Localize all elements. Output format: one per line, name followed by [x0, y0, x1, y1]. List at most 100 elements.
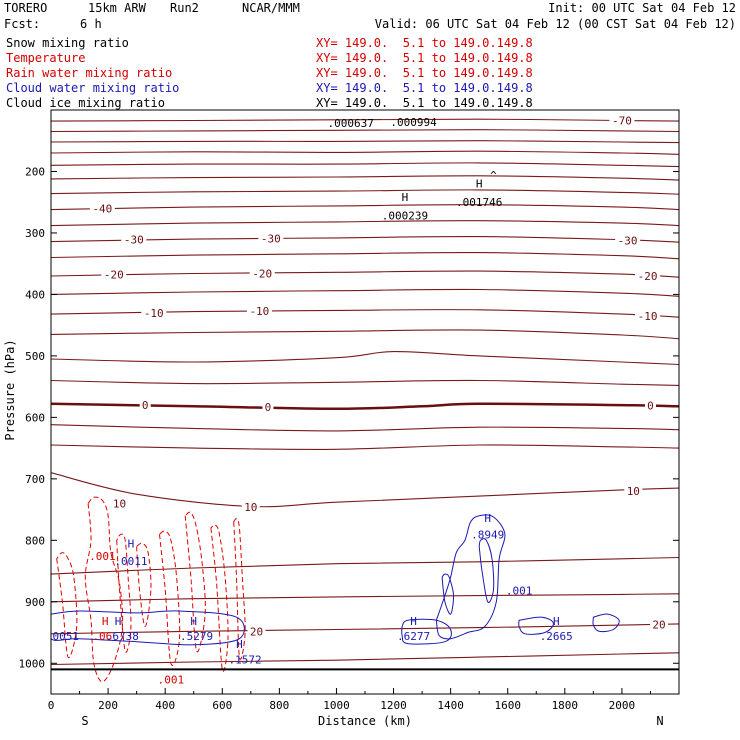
isotherm-label: -70 — [612, 114, 632, 127]
isotherm-line — [51, 270, 679, 278]
isotherm-line — [51, 623, 679, 635]
isotherm-label-bg — [635, 308, 661, 322]
isotherm-line — [51, 150, 679, 155]
isotherm-label: 10 — [627, 485, 640, 498]
cloud-water-contour — [478, 538, 495, 603]
x-tick-label: 1800 — [552, 699, 579, 712]
isotherm-label-bg — [249, 266, 275, 280]
x-tick-label: 0 — [48, 699, 55, 712]
y-tick-label: 700 — [25, 473, 45, 486]
isotherm-line — [51, 593, 679, 603]
isotherm-label-bg — [615, 233, 641, 247]
x-tick-label: 400 — [155, 699, 175, 712]
x-tick-label: 200 — [98, 699, 118, 712]
maximum-marker: H — [190, 615, 197, 628]
isotherm-label-bg — [262, 399, 274, 413]
cloud-water-contour — [518, 616, 554, 635]
contour-value-label: .001 — [506, 584, 533, 597]
x-tick-label: 1200 — [380, 699, 407, 712]
forecast-hour: 6 h — [80, 17, 102, 31]
isotherm-line — [51, 379, 679, 386]
isotherm-label-bg — [635, 268, 661, 282]
isotherm-line — [51, 351, 679, 366]
y-tick-label: 500 — [25, 350, 45, 363]
isotherm-line — [51, 140, 679, 144]
rain-contour — [56, 552, 78, 659]
isotherm-label: 0 — [142, 399, 149, 412]
isotherm-label-bg — [121, 232, 147, 246]
x-tick-label: 800 — [269, 699, 289, 712]
rain-contour — [233, 518, 246, 660]
y-tick-label: 900 — [25, 596, 45, 609]
y-tick-label: 200 — [25, 165, 45, 178]
isotherm-line — [51, 309, 679, 318]
run-label: Run2 — [170, 1, 199, 15]
isotherm-line — [51, 444, 679, 450]
x-tick-label: 600 — [212, 699, 232, 712]
x-tick-label: 1400 — [437, 699, 464, 712]
contour-value-label: .001746 — [456, 196, 502, 209]
isotherm-line — [51, 189, 679, 195]
isotherm-label-bg — [644, 398, 656, 412]
isotherm-label-bg — [139, 398, 151, 412]
maximum-marker: H — [128, 538, 135, 551]
x-tick-label: 1600 — [494, 699, 521, 712]
isotherm-line — [51, 472, 679, 508]
isotherm-line — [51, 204, 679, 211]
isotherm-line — [51, 288, 679, 297]
legend-temperature-xy: XY= 149.0. 5.1 to 149.0.149.8 — [316, 51, 533, 65]
legend-rain-xy: XY= 149.0. 5.1 to 149.0.149.8 — [316, 66, 533, 80]
isotherm-line — [51, 162, 679, 168]
contour-value-label: .06 — [92, 630, 112, 643]
legend-cloud-ice-xy: XY= 149.0. 5.1 to 149.0.149.8 — [316, 96, 533, 110]
maximum-marker: H — [553, 615, 560, 628]
legend-cloud-water-xy: XY= 149.0. 5.1 to 149.0.149.8 — [316, 81, 533, 95]
isotherm-label-bg — [89, 201, 115, 215]
contour-value-label: .000994 — [390, 116, 437, 129]
isotherm-label-bg — [624, 484, 643, 498]
legend-cloud-ice-name: Cloud ice mixing ratio — [6, 96, 165, 110]
x-axis-title: Distance (km) — [318, 714, 412, 728]
isotherm-label: -20 — [104, 269, 124, 282]
valid-time: Valid: 06 UTC Sat 04 Feb 12 (00 CST Sat … — [374, 17, 736, 31]
center-label: NCAR/MMM — [242, 1, 300, 15]
isotherm-label: -20 — [252, 268, 272, 281]
maximum-marker: H — [484, 512, 491, 525]
isotherm-label-bg — [241, 500, 260, 514]
isotherm-label-bg — [110, 496, 129, 510]
contour-value-label: ^ — [490, 169, 497, 182]
y-tick-label: 400 — [25, 288, 45, 301]
contour-value-label: .000637 — [328, 117, 374, 130]
isotherm-label: 10 — [113, 497, 126, 510]
isotherm-label: -30 — [261, 232, 281, 245]
cloud-water-contour — [401, 618, 452, 645]
isotherm-label: -10 — [249, 305, 269, 318]
cloud-water-contour — [441, 573, 455, 615]
isotherm-label: -20 — [638, 270, 658, 283]
contour-value-label: .6277 — [397, 630, 430, 643]
isotherm-label: -30 — [124, 234, 144, 247]
maximum-marker: H — [115, 615, 122, 628]
y-axis-title: Pressure (hPa) — [3, 339, 17, 440]
isotherm-label: -30 — [618, 234, 638, 247]
maximum-marker: H — [402, 191, 409, 204]
rain-contour — [184, 511, 206, 653]
model-name: TORERO — [4, 1, 48, 15]
legend-rain-name: Rain water mixing ratio — [6, 66, 173, 80]
isotherm-label-bg — [141, 305, 167, 319]
rain-contour — [116, 533, 132, 653]
isotherm-label: -10 — [638, 310, 658, 323]
isotherm-line — [51, 424, 679, 432]
isotherm-line — [51, 252, 679, 260]
contour-value-label: .001 — [158, 674, 185, 687]
cloud-water-contour — [51, 610, 245, 646]
isotherm-label-bg — [258, 231, 284, 245]
x-end-label-north: N — [656, 714, 663, 728]
isotherm-line — [51, 220, 679, 227]
maximum-marker: H — [410, 615, 417, 628]
isotherm-label: 20 — [652, 619, 665, 632]
isotherm-label: 0 — [265, 401, 272, 414]
cloud-water-contour — [592, 613, 620, 633]
y-tick-label: 300 — [25, 227, 45, 240]
